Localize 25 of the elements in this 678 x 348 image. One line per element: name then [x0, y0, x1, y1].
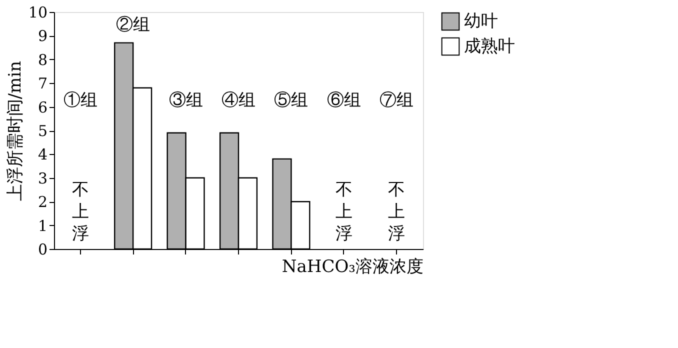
x-tick-label: ④组 [222, 90, 256, 111]
annotation: 不上浮 [72, 180, 89, 244]
y-tick-label: 8 [38, 50, 48, 69]
x-tick-label: ③组 [168, 90, 203, 111]
y-tick-label: 3 [38, 169, 48, 188]
y-tick-label: 0 [38, 240, 48, 258]
x-tick-label: ⑤组 [274, 90, 308, 111]
y-tick-label: 5 [38, 122, 48, 140]
x-axis-title: NaHCO₃溶液浓度 [282, 257, 424, 277]
y-tick-label: 7 [38, 74, 48, 93]
y-tick-label: 1 [38, 216, 48, 235]
legend-label: 成熟叶 [464, 36, 515, 56]
y-tick-label: 10 [28, 4, 48, 22]
annotation: 不上浮 [335, 180, 352, 244]
annotation: 不上浮 [388, 180, 406, 244]
x-tick-label: ①组 [63, 90, 98, 111]
x-tick-label: ⑥组 [326, 90, 361, 111]
y-tick-label: 4 [38, 146, 48, 164]
y-tick-label: 9 [38, 27, 48, 46]
x-tick-label: ②组 [116, 14, 150, 35]
y-tick-label: 2 [38, 193, 48, 212]
x-tick-label: ⑦组 [380, 90, 414, 111]
y-tick-label: 6 [38, 98, 48, 116]
legend-label: 幼叶 [464, 12, 498, 32]
y-axis-title: 上浮所需时间/min [5, 60, 26, 202]
